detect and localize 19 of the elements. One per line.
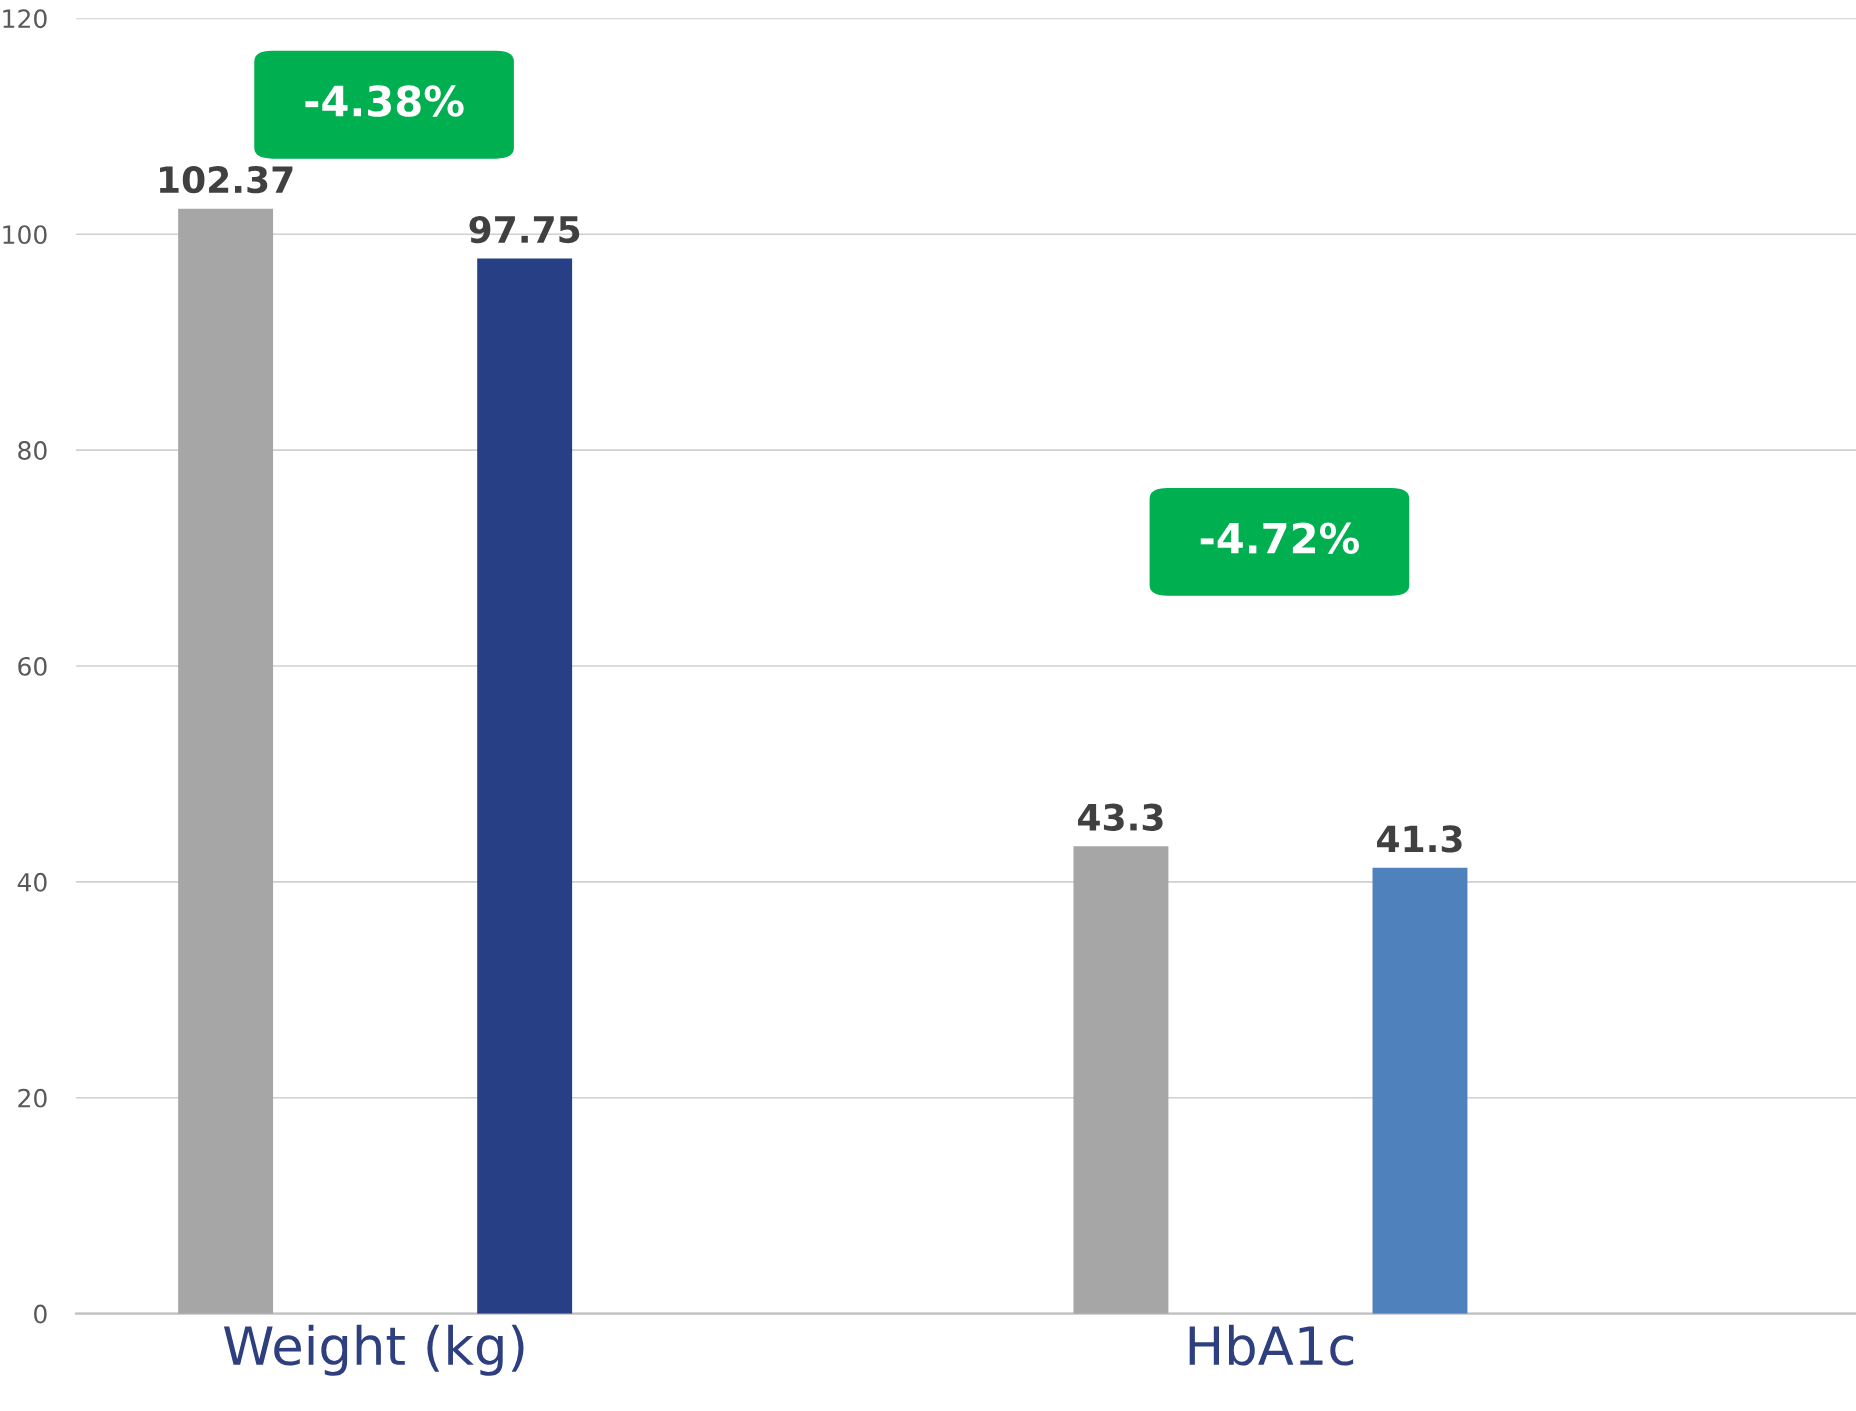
y-tick-label: 60 (18, 656, 47, 676)
x-tick-label: Weight (kg) (223, 1324, 524, 1376)
y-tick-label: 80 (18, 441, 47, 460)
y-tick-label: 0 (34, 1304, 47, 1324)
bar (1073, 846, 1169, 1314)
data-label: 97.75 (469, 215, 580, 244)
bar (1372, 867, 1468, 1314)
bar (178, 208, 274, 1314)
data-label: 41.3 (1377, 825, 1462, 853)
y-tick-label: 100 (3, 225, 47, 245)
data-label: 102.37 (160, 166, 293, 194)
annotation: -4.38% (305, 85, 464, 117)
data-label: 43.3 (1078, 803, 1163, 831)
annotation: -4.72% (1200, 522, 1360, 554)
x-tick-label: HbA1c (1189, 1324, 1354, 1366)
y-tick-label: 120 (3, 9, 47, 29)
y-tick-label: 20 (18, 1088, 47, 1108)
y-tick-label: 40 (17, 872, 47, 892)
bar (477, 258, 573, 1314)
